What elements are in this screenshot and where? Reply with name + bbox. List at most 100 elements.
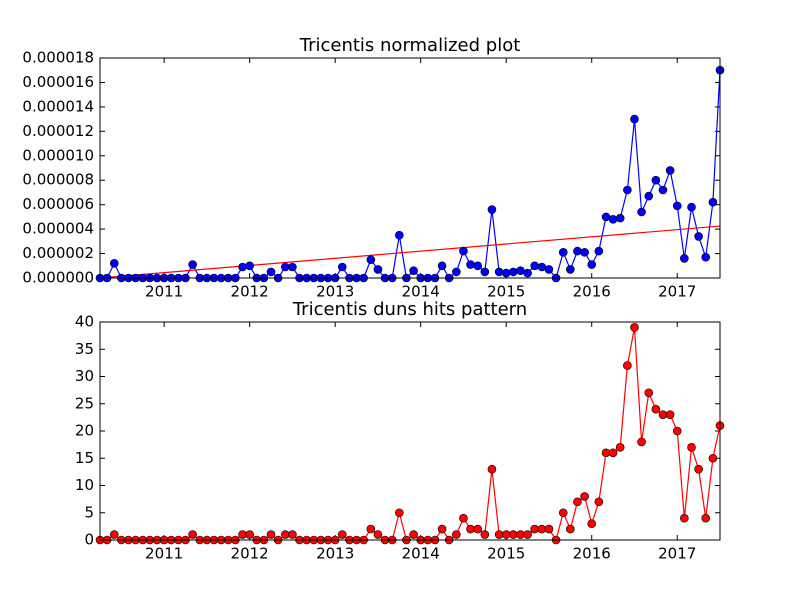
plot-frame bbox=[99, 57, 721, 279]
x-tick-label: 2014 bbox=[402, 283, 440, 301]
marker bbox=[437, 261, 447, 271]
marker bbox=[266, 267, 276, 277]
marker bbox=[680, 513, 689, 523]
marker bbox=[566, 524, 575, 534]
marker bbox=[573, 246, 582, 256]
marker bbox=[615, 213, 625, 223]
marker bbox=[337, 530, 347, 539]
marker bbox=[687, 443, 696, 452]
marker bbox=[630, 323, 639, 332]
marker bbox=[708, 453, 718, 463]
fit-line bbox=[99, 225, 721, 279]
marker bbox=[694, 232, 703, 241]
chart-title: Tricentis duns hits pattern bbox=[292, 299, 527, 320]
marker bbox=[608, 448, 618, 458]
y-tick-label: 0.000018 bbox=[22, 49, 94, 67]
marker bbox=[395, 230, 404, 240]
y-tick-label: 15 bbox=[75, 449, 94, 467]
marker bbox=[480, 530, 490, 539]
marker bbox=[466, 524, 475, 534]
y-tick-label: 0.000006 bbox=[22, 195, 94, 213]
marker bbox=[409, 266, 418, 275]
marker bbox=[366, 524, 376, 534]
x-tick-label: 2012 bbox=[231, 545, 269, 563]
marker bbox=[608, 215, 618, 224]
y-tick-label: 0.000002 bbox=[22, 244, 94, 262]
y-tick-label: 0.000012 bbox=[22, 122, 94, 140]
x-tick-label: 2015 bbox=[487, 545, 525, 563]
marker bbox=[537, 262, 547, 272]
x-tick-label: 2014 bbox=[402, 545, 440, 563]
marker bbox=[637, 437, 646, 447]
marker bbox=[594, 246, 604, 256]
marker bbox=[238, 262, 247, 272]
marker bbox=[437, 524, 447, 534]
marker bbox=[487, 205, 497, 214]
marker bbox=[587, 519, 597, 528]
x-tick-label: 2015 bbox=[487, 283, 525, 301]
marker bbox=[473, 261, 483, 271]
marker bbox=[366, 255, 376, 264]
y-tick-label: 0.000014 bbox=[22, 97, 94, 115]
marker bbox=[665, 166, 675, 175]
y-tick-label: 0 bbox=[84, 531, 94, 549]
y-tick-label: 40 bbox=[75, 313, 94, 331]
marker bbox=[516, 266, 525, 275]
marker bbox=[523, 268, 532, 278]
marker bbox=[644, 191, 654, 201]
marker bbox=[373, 530, 383, 539]
chart-title: Tricentis normalized plot bbox=[299, 35, 521, 56]
marker bbox=[694, 464, 703, 474]
marker bbox=[473, 524, 483, 534]
marker bbox=[665, 410, 675, 419]
marker bbox=[651, 175, 661, 185]
marker bbox=[459, 513, 468, 523]
y-tick-label: 0.000000 bbox=[22, 269, 94, 287]
marker bbox=[658, 410, 668, 419]
marker bbox=[452, 530, 461, 539]
marker bbox=[452, 267, 461, 277]
marker bbox=[109, 259, 119, 268]
marker bbox=[651, 404, 661, 414]
marker bbox=[580, 248, 589, 257]
x-tick-label: 2011 bbox=[145, 283, 183, 301]
marker bbox=[544, 524, 554, 534]
marker bbox=[373, 265, 383, 274]
marker bbox=[680, 254, 689, 263]
x-tick-label: 2016 bbox=[573, 545, 611, 563]
marker bbox=[288, 530, 297, 539]
marker bbox=[558, 508, 568, 518]
marker bbox=[459, 246, 468, 256]
marker bbox=[701, 513, 711, 523]
x-tick-label: 2017 bbox=[658, 545, 696, 563]
x-tick-label: 2013 bbox=[316, 545, 354, 563]
y-tick-label: 30 bbox=[75, 367, 94, 385]
marker bbox=[573, 497, 582, 507]
marker bbox=[637, 207, 646, 217]
marker bbox=[708, 197, 718, 207]
marker bbox=[466, 260, 475, 269]
marker bbox=[580, 492, 589, 501]
y-tick-label: 10 bbox=[75, 476, 94, 494]
plot-area bbox=[100, 58, 720, 278]
marker bbox=[672, 426, 682, 436]
marker bbox=[615, 443, 625, 452]
y-tick-label: 0.000004 bbox=[22, 220, 94, 238]
marker bbox=[509, 267, 518, 277]
marker bbox=[658, 185, 668, 195]
marker bbox=[566, 265, 575, 274]
marker bbox=[687, 202, 696, 212]
marker bbox=[701, 252, 711, 262]
plot-frame bbox=[99, 321, 721, 541]
marker bbox=[288, 262, 297, 272]
marker bbox=[558, 248, 568, 257]
marker bbox=[601, 212, 611, 222]
marker bbox=[530, 261, 539, 271]
x-tick-label: 2011 bbox=[145, 545, 183, 563]
marker bbox=[501, 268, 511, 278]
marker bbox=[188, 530, 197, 539]
marker bbox=[480, 267, 490, 277]
marker bbox=[245, 530, 254, 539]
marker bbox=[594, 497, 604, 507]
marker bbox=[188, 260, 197, 269]
